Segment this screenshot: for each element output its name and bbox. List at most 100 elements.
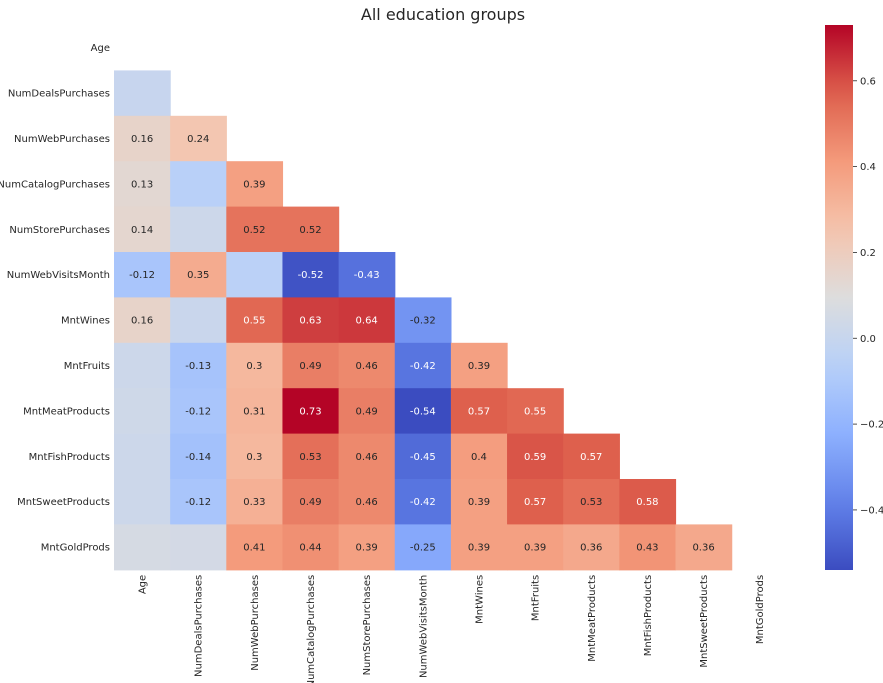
cell-annotation: 0.39 [468,497,490,508]
cell-annotation: 0.46 [356,361,378,372]
cell-annotation: -0.32 [410,316,436,327]
heatmap-cell [282,433,340,480]
heatmap-cell [507,524,564,571]
y-tick-label: MntWines [61,316,110,327]
cell-annotation: 0.39 [356,543,378,554]
cell-annotation: 0.46 [356,497,378,508]
y-tick-label: NumCatalogPurchases [0,179,110,190]
cell-annotation: 0.59 [524,452,546,463]
cell-annotation: -0.14 [185,452,211,463]
cell-annotation: -0.13 [185,361,211,372]
heatmap-cell [282,206,340,253]
y-tick-label: NumWebPurchases [14,134,110,145]
x-tick-label: NumWebVisitsMonth [418,575,429,678]
cell-annotation: -0.52 [298,270,324,281]
heatmap-cell [114,115,171,162]
heatmap-cell [114,206,171,253]
heatmap-cell [282,524,340,571]
heatmap-cell [114,388,171,435]
heatmap-cell [394,297,452,344]
x-tick-label: MntFruits [531,575,542,621]
heatmap-cell [114,161,171,208]
cell-annotation: -0.42 [410,361,436,372]
x-tick-label: MntSweetProducts [699,575,710,668]
colorbar-tick-label: 0.2 [860,248,876,259]
y-tick-label: NumStorePurchases [9,225,110,236]
y-tick-label: Age [91,43,110,54]
y-axis-tick-labels: Age NumDealsPurchases NumWebPurchases NumCa… [0,43,110,553]
y-tick-label: NumDealsPurchases [8,89,110,100]
heatmap-cell [226,479,284,525]
colorbar-tick-label: 0.4 [860,162,876,173]
cell-annotation: 0.35 [187,270,209,281]
cell-annotation: 0.63 [299,316,321,327]
colorbar-gradient [825,25,853,570]
heatmap-cell [226,342,284,389]
heatmap-cell [450,524,508,571]
heatmap-cell [226,433,284,480]
cell-annotation: 0.24 [187,134,209,145]
x-tick-label: MntGoldProds [755,575,766,644]
cell-annotation: 0.14 [131,225,153,236]
cell-annotation: -0.54 [410,406,436,417]
heatmap-cell [282,252,340,298]
heatmap-cell [507,479,564,525]
chart-title: All education groups [361,5,525,24]
heatmap-cell [394,388,452,435]
x-tick-label: MntMeatProducts [587,575,598,662]
cell-annotation: 0.73 [299,406,321,417]
heatmap-cell [338,342,396,389]
heatmap-cell [170,206,227,253]
cell-annotation: -0.25 [410,543,436,554]
heatmap-cell [507,433,564,480]
heatmap-cell [170,388,227,435]
y-tick-label: MntFruits [64,361,110,372]
cell-annotation: 0.36 [692,543,714,554]
cell-annotation: 0.16 [131,134,153,145]
heatmap-cell [170,433,227,480]
cell-annotation: 0.53 [299,452,321,463]
heatmap-cell [450,388,508,435]
heatmap-cell [226,297,284,344]
cell-annotation: 0.46 [356,452,378,463]
y-tick-label: NumWebVisitsMonth [7,270,110,281]
y-tick-label: MntGoldProds [41,543,110,554]
heatmap-cell [282,388,340,435]
cell-annotation: -0.12 [185,497,211,508]
y-tick-label: MntSweetProducts [17,497,110,508]
heatmap-cell [170,342,227,389]
cell-annotation: -0.12 [129,270,155,281]
heatmap-cell [226,388,284,435]
cell-annotation: 0.3 [246,452,262,463]
cell-annotation: 0.49 [356,406,378,417]
heatmap-cell [282,342,340,389]
heatmap-cell [170,252,227,298]
cell-annotation: 0.44 [299,543,321,554]
heatmap-cell [338,252,396,298]
y-tick-label: MntMeatProducts [23,406,110,417]
cell-annotation: 0.33 [243,497,265,508]
heatmap-cell [450,342,508,389]
heatmap-cell [170,115,227,162]
heatmap-cell [170,161,227,208]
heatmap-cell [226,206,284,253]
colorbar-tick-label: 0.0 [860,334,876,345]
cell-annotation: 0.39 [524,543,546,554]
heatmap-cell [114,433,171,480]
cell-annotation: -0.43 [354,270,380,281]
cell-annotation: 0.13 [131,179,153,190]
heatmap-cell [282,297,340,344]
heatmap-cell [338,479,396,525]
cell-annotation: 0.52 [243,225,265,236]
x-tick-label: NumStorePurchases [362,575,373,676]
cell-annotation: 0.64 [356,316,378,327]
cell-annotation: 0.55 [524,406,546,417]
heatmap-cell [619,479,677,525]
cell-annotation: 0.55 [243,316,265,327]
heatmap-cell [507,388,564,435]
heatmap-cell [282,479,340,525]
cell-annotation: 0.39 [468,361,490,372]
heatmap-cell [114,297,171,344]
cell-annotation: 0.49 [299,361,321,372]
colorbar-tick-label: −0.4 [860,505,883,516]
